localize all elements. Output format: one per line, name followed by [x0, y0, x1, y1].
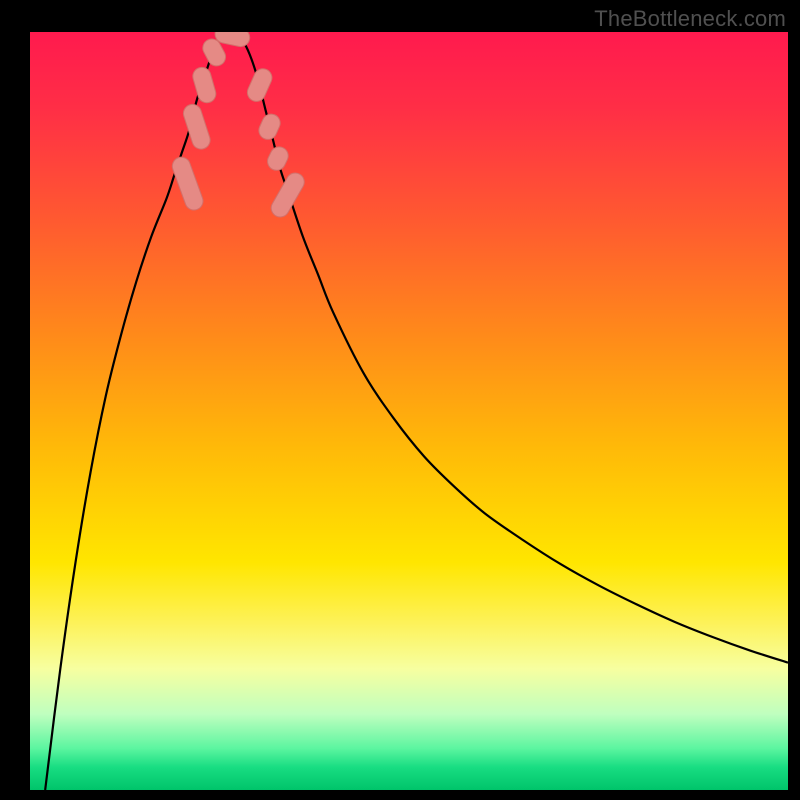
- chart-container: TheBottleneck.com: [0, 0, 800, 800]
- curve-layer: [30, 32, 788, 790]
- marker-group: [170, 32, 308, 220]
- watermark-text: TheBottleneck.com: [594, 6, 786, 32]
- curve-marker: [245, 66, 275, 104]
- curve-marker: [256, 111, 283, 142]
- bottleneck-curve: [45, 32, 788, 790]
- curve-marker: [191, 65, 218, 105]
- plot-area: [30, 32, 788, 790]
- curve-marker: [170, 155, 206, 213]
- curve-marker: [268, 170, 308, 221]
- curve-marker: [265, 144, 292, 173]
